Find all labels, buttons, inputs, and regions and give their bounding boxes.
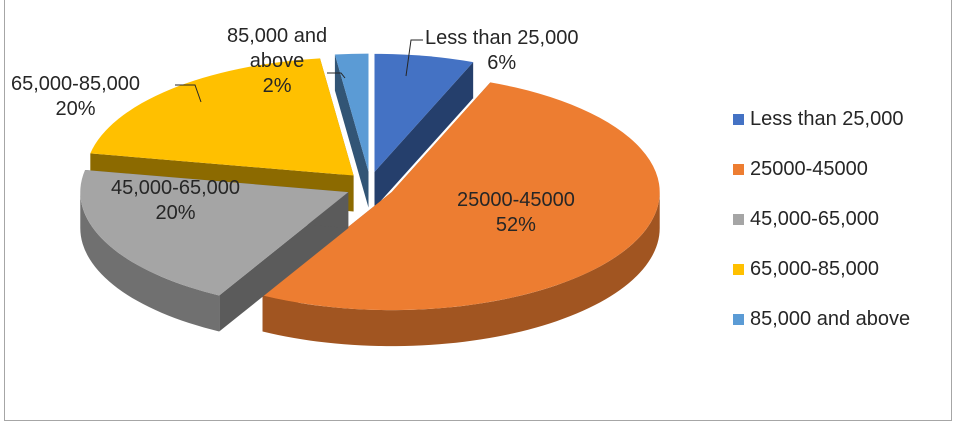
pie-slice-1 [262, 82, 660, 347]
slice-top-face [90, 58, 354, 176]
pie-slice-0 [374, 53, 474, 208]
legend-item: 25000-45000 [733, 144, 910, 194]
data-label-less-than-25000: Less than 25,000 6% [425, 27, 579, 74]
slice-side-wall [334, 54, 369, 208]
leader-line-65000-85000 [175, 84, 202, 103]
leader-line-85000-and-above [327, 72, 346, 79]
slice-top-face [374, 53, 474, 172]
legend-label: Less than 25,000 [750, 107, 904, 130]
leader-line-less-than-25000 [405, 39, 423, 77]
legend-item: 45,000-65,000 [733, 194, 910, 244]
slice-side-wall [374, 62, 474, 208]
chart-legend: Less than 25,000 25000-45000 45,000-65,0… [733, 94, 910, 344]
slice-top-face [334, 53, 369, 172]
legend-swatch [733, 313, 744, 325]
data-label-45000-65000: 45,000-65,000 20% [111, 177, 241, 224]
legend-item: 65,000-85,000 [733, 244, 910, 294]
pie-slice-2 [80, 170, 349, 332]
slice-top-face [262, 82, 660, 311]
data-label-85000-and-above: 85,000 and above 2% [227, 25, 328, 97]
chart-area: Less than 25,000 6% 25000-45000 52% 45,0… [4, 0, 952, 421]
pie-slice-4 [334, 53, 369, 208]
legend-label: 45,000-65,000 [750, 207, 880, 230]
legend-label: 85,000 and above [750, 307, 911, 330]
slice-top-face [80, 170, 349, 296]
legend-swatch [733, 163, 744, 175]
legend-swatch [733, 113, 744, 125]
legend-item: 85,000 and above [733, 294, 910, 344]
pie-chart-plot [80, 39, 660, 347]
legend-item: Less than 25,000 [733, 94, 910, 144]
slice-outer-wall [262, 192, 660, 347]
legend-label: 25000-45000 [750, 157, 868, 180]
data-label-65000-85000: 65,000-85,000 20% [11, 73, 141, 120]
legend-label: 65,000-85,000 [750, 257, 880, 280]
data-label-25000-45000: 25000-45000 52% [457, 189, 575, 236]
slice-side-wall [219, 192, 349, 332]
legend-swatch [733, 213, 744, 225]
slice-outer-wall [80, 192, 220, 332]
legend-swatch [733, 263, 744, 275]
